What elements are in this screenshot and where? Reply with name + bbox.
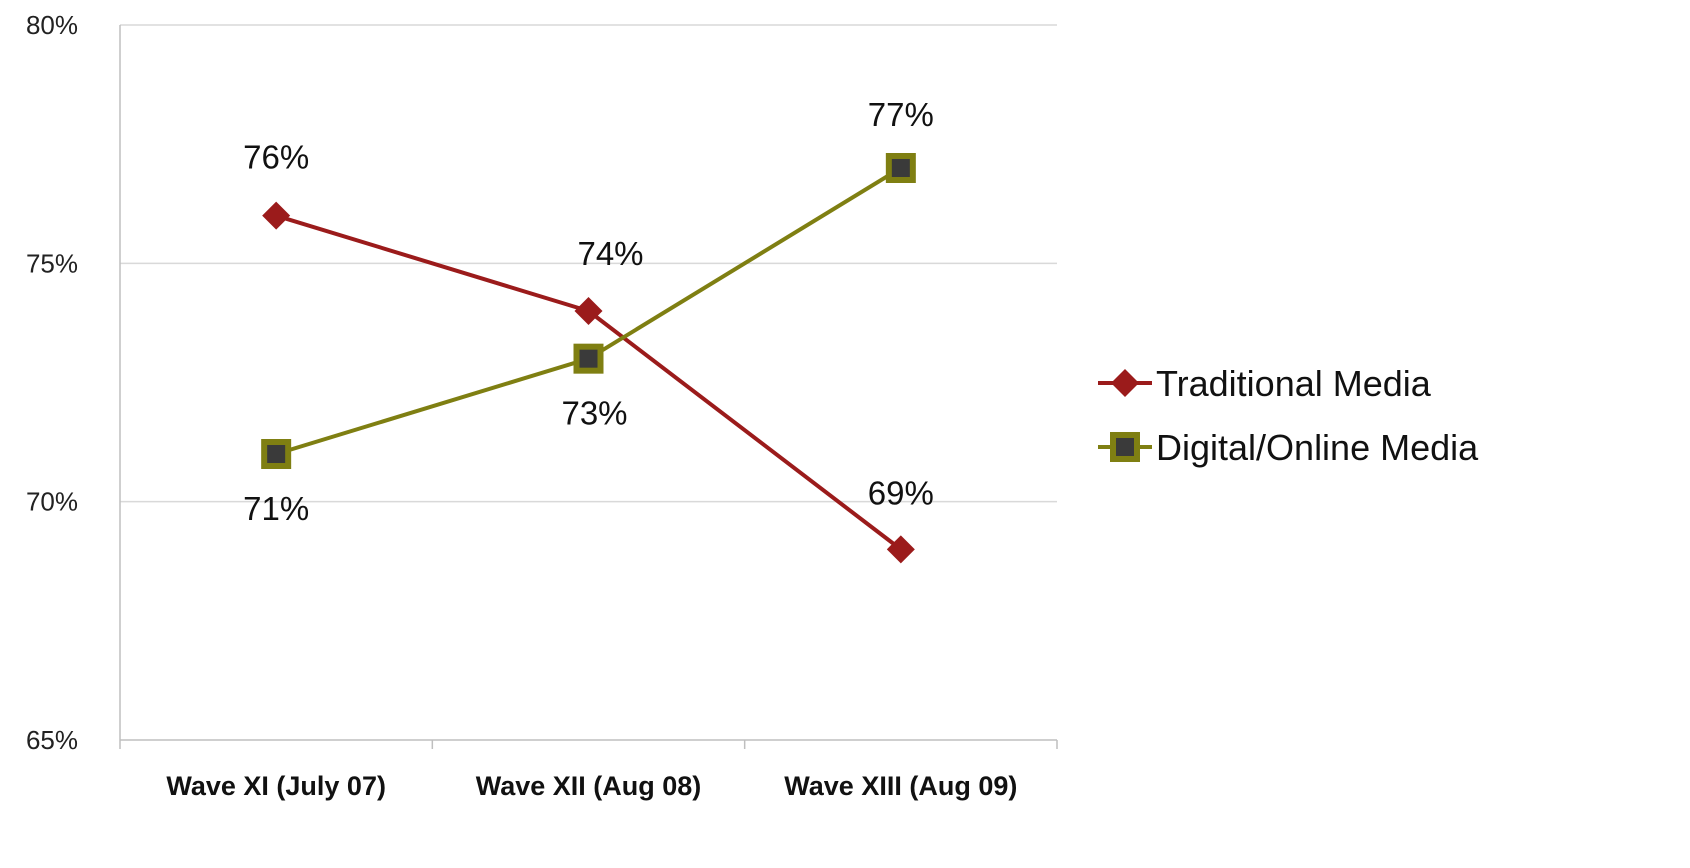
legend: Traditional Media Digital/Online Media (1098, 363, 1479, 468)
data-label: 74% (577, 235, 643, 272)
gridlines (120, 24, 1057, 503)
y-tick-label: 65% (26, 725, 78, 755)
data-label: 76% (243, 139, 309, 176)
y-axis-tick-labels: 65% 70% 75% 80% (26, 10, 78, 755)
data-label: 69% (868, 474, 934, 511)
data-labels: 76% 74% 69% 71% 73% 77% (243, 96, 934, 527)
data-point-digital-online-media (573, 343, 604, 374)
data-label: 77% (868, 96, 934, 133)
data-point-digital-online-media (261, 439, 292, 469)
data-label: 71% (243, 490, 309, 527)
data-label: 73% (561, 395, 627, 432)
x-tick-label: Wave XII (Aug 08) (476, 771, 702, 801)
x-tick-label: Wave XI (July 07) (166, 771, 386, 801)
x-axis-tick-labels: Wave XI (July 07) Wave XII (Aug 08) Wave X… (166, 771, 1017, 801)
y-tick-label: 80% (26, 10, 78, 40)
legend-marker (1110, 432, 1140, 462)
legend-item-digital-online-media: Digital/Online Media (1098, 427, 1479, 468)
axes (119, 25, 1058, 749)
data-point-traditional-media (262, 201, 291, 230)
x-tick-label: Wave XIII (Aug 09) (784, 771, 1017, 801)
legend-label: Digital/Online Media (1156, 427, 1479, 468)
data-point-traditional-media (886, 535, 915, 564)
legend-label: Traditional Media (1156, 363, 1432, 404)
data-point-traditional-media (574, 297, 603, 325)
legend-marker (1111, 369, 1139, 397)
series-group (261, 153, 916, 564)
legend-item-traditional-media: Traditional Media (1098, 363, 1432, 404)
y-tick-label: 75% (26, 248, 78, 278)
data-point-digital-online-media (885, 153, 916, 183)
y-tick-label: 70% (26, 487, 78, 517)
